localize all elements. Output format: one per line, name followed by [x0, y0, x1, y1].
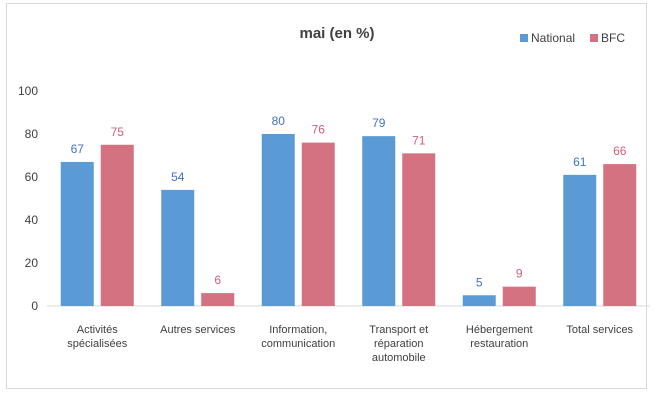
legend-swatch-bfc: [590, 34, 598, 42]
y-tick-label: 0: [31, 299, 38, 313]
category-label: Total services: [566, 324, 633, 336]
bar-national: [462, 295, 496, 306]
bar-national: [60, 161, 94, 306]
legend-label-bfc: BFC: [601, 31, 625, 45]
legend-label-national: National: [531, 31, 575, 45]
data-label: 5: [476, 275, 483, 289]
data-label: 9: [516, 267, 523, 281]
data-label: 76: [312, 123, 326, 137]
data-label: 66: [613, 144, 627, 158]
data-label: 6: [214, 273, 221, 287]
data-label: 71: [412, 133, 426, 147]
data-label: 80: [272, 114, 286, 128]
y-tick-label: 20: [25, 256, 39, 270]
data-label: 75: [111, 125, 125, 139]
bars: [60, 134, 637, 306]
chart-title: mai (en %): [299, 25, 374, 42]
data-label: 67: [71, 142, 85, 156]
bar-national: [362, 136, 396, 306]
legend: National BFC: [520, 31, 625, 45]
bar-national: [563, 174, 597, 306]
bar-bfc: [100, 144, 134, 306]
data-label: 79: [372, 116, 386, 130]
legend-swatch-national: [520, 34, 528, 42]
bar-national: [161, 189, 195, 306]
category-label: Autres services: [160, 324, 236, 336]
bar-bfc: [402, 153, 436, 306]
y-tick-label: 100: [18, 84, 38, 98]
data-labels: 67 75 54 6 80 76 79 71 5 9 61 66: [71, 114, 627, 289]
bar-bfc: [301, 142, 335, 306]
category-label: Transport et réparation automobile: [369, 324, 428, 364]
bar-bfc: [502, 286, 536, 306]
bar-bfc: [201, 293, 235, 306]
y-tick-label: 80: [25, 127, 39, 141]
data-label: 54: [171, 170, 185, 184]
y-tick-label: 60: [25, 170, 39, 184]
bar-national: [261, 134, 295, 306]
category-label: Hébergement restauration: [466, 324, 533, 350]
category-label: Activités spécialisées: [67, 324, 127, 350]
y-tick-label: 40: [25, 213, 39, 227]
bar-bfc: [603, 164, 637, 306]
x-axis-categories: Activités spécialisées Autres services Info…: [67, 324, 633, 364]
y-axis: 0 20 40 60 80 100: [18, 84, 650, 313]
category-label: Information, communication: [261, 324, 335, 350]
data-label: 61: [573, 155, 587, 169]
